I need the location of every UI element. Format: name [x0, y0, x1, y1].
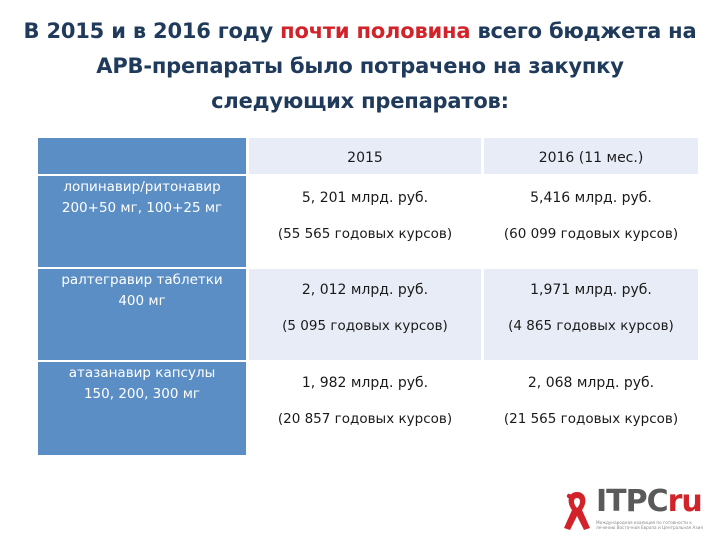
header-2016-cell: 2016 (11 мес.)	[484, 138, 698, 174]
header-corner-cell	[38, 138, 246, 174]
cell-2015-row2: 2, 012 млрд. руб. (5 095 годовых курсов)	[249, 269, 481, 360]
drug-dose-2: 400 мг	[118, 293, 166, 309]
cell-2016-row2: 1,971 млрд. руб. (4 865 годовых курсов)	[484, 269, 698, 360]
courses-2016-row2: (4 865 годовых курсов)	[508, 318, 674, 334]
drug-cell-2: ралтегравир таблетки 400 мг	[38, 269, 246, 360]
logo-wordmark: ITPCru	[596, 484, 703, 519]
title-text-a: В 2015 и в 2016 году	[23, 19, 281, 43]
amount-2015-row1: 5, 201 млрд. руб.	[301, 190, 429, 206]
title-line-3: следующих препаратов:	[211, 89, 509, 113]
procurement-table: 2015 2016 (11 мес.) лопинавир/ритонавир …	[38, 138, 698, 455]
title-text-b: всего бюджета на	[470, 19, 697, 43]
amount-2016-row3: 2, 068 млрд. руб.	[527, 375, 655, 391]
logo-tagline: Международная коалиция по готовности к л…	[596, 520, 703, 530]
ribbon-icon	[564, 492, 590, 530]
header-2015: 2015	[347, 150, 383, 166]
drug-cell-1: лопинавир/ритонавир 200+50 мг, 100+25 мг	[38, 176, 246, 267]
header-2015-cell: 2015	[249, 138, 481, 174]
drug-dose-1: 200+50 мг, 100+25 мг	[61, 200, 223, 216]
title-line-2: АРВ-препараты было потрачено на закупку	[96, 54, 624, 78]
courses-2015-row1: (55 565 годовых курсов)	[277, 226, 453, 242]
header-2016: 2016 (11 мес.)	[538, 150, 644, 166]
drug-cell-3: атазанавир капсулы 150, 200, 300 мг	[38, 362, 246, 455]
cell-2015-row3: 1, 982 млрд. руб. (20 857 годовых курсов…	[249, 362, 481, 455]
amount-2016-row2: 1,971 млрд. руб.	[530, 282, 652, 298]
amount-2015-row3: 1, 982 млрд. руб.	[301, 375, 429, 391]
cell-2016-row1: 5,416 млрд. руб. (60 099 годовых курсов)	[484, 176, 698, 267]
courses-2015-row2: (5 095 годовых курсов)	[282, 318, 448, 334]
drug-name-3: атазанавир капсулы	[68, 365, 216, 381]
courses-2016-row1: (60 099 годовых курсов)	[503, 226, 679, 242]
courses-2015-row3: (20 857 годовых курсов)	[277, 411, 453, 427]
amount-2015-row2: 2, 012 млрд. руб.	[301, 282, 429, 298]
slide-title: В 2015 и в 2016 году почти половина всег…	[0, 14, 720, 119]
drug-name-2: ралтегравир таблетки	[61, 272, 223, 288]
cell-2015-row1: 5, 201 млрд. руб. (55 565 годовых курсов…	[249, 176, 481, 267]
title-line-1: В 2015 и в 2016 году почти половина всег…	[0, 14, 720, 49]
cell-2016-row3: 2, 068 млрд. руб. (21 565 годовых курсов…	[484, 362, 698, 455]
courses-2016-row3: (21 565 годовых курсов)	[503, 411, 679, 427]
drug-name-1: лопинавир/ритонавир	[63, 179, 221, 195]
itpc-logo: ITPCru Международная коалиция по готовно…	[560, 484, 708, 534]
title-highlight: почти половина	[280, 19, 471, 43]
amount-2016-row1: 5,416 млрд. руб.	[530, 190, 652, 206]
drug-dose-3: 150, 200, 300 мг	[83, 386, 201, 402]
